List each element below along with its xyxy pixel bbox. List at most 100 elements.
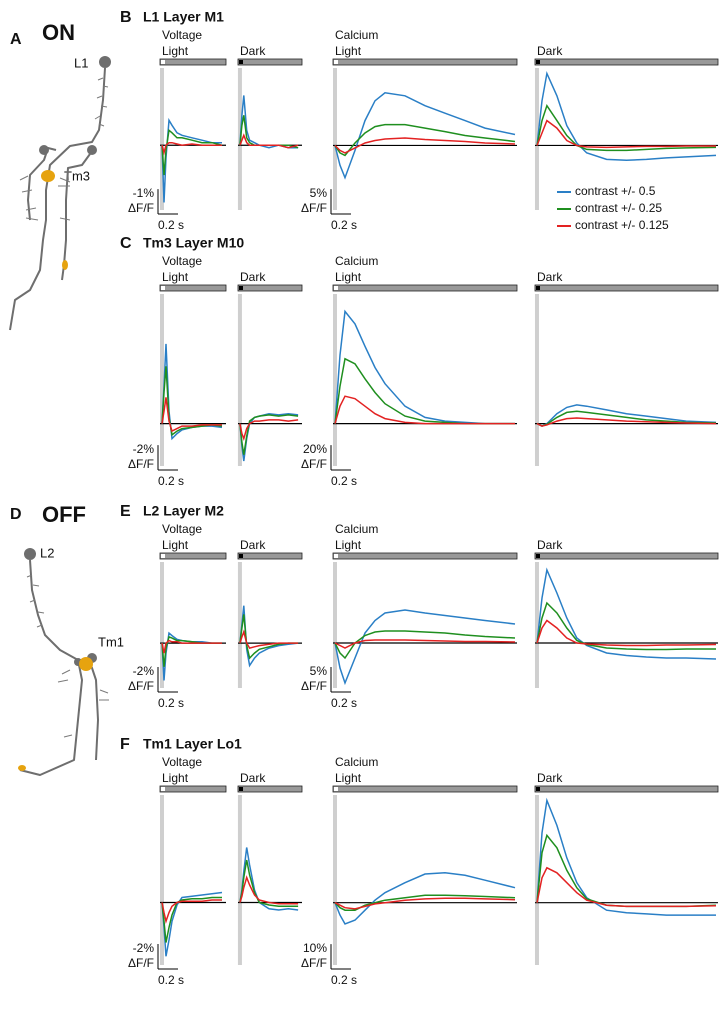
scale-label: 0.2 s bbox=[158, 474, 184, 488]
neuron-label: L2 bbox=[40, 545, 54, 560]
scale-unit: ΔF/F bbox=[301, 679, 327, 693]
stimulus-bar bbox=[237, 284, 303, 292]
stimulus-onset bbox=[161, 787, 165, 791]
stimulus-onset bbox=[334, 60, 338, 64]
trace bbox=[239, 859, 299, 908]
stimulus-bar bbox=[332, 58, 518, 66]
scale-label: 20% bbox=[303, 442, 327, 456]
scale-unit: ΔF/F bbox=[128, 201, 154, 215]
scale-label: 0.2 s bbox=[331, 474, 357, 488]
neuron-morphology bbox=[18, 548, 109, 776]
scale-label: 0.2 s bbox=[158, 696, 184, 710]
scale-unit: ΔF/F bbox=[301, 457, 327, 471]
stimulus-onset bbox=[334, 554, 338, 558]
stimulus-label: Dark bbox=[537, 538, 563, 552]
trace bbox=[536, 70, 717, 162]
stimulus-label: Light bbox=[162, 270, 189, 284]
stimulus-onset bbox=[536, 286, 540, 290]
neuron-label: Tm3 bbox=[64, 168, 90, 183]
group-label: Calcium bbox=[335, 254, 378, 268]
stimulus-bar bbox=[332, 284, 518, 292]
panel-title: Tm1 Layer Lo1 bbox=[143, 736, 242, 752]
scale-label: 0.2 s bbox=[331, 973, 357, 987]
trace bbox=[334, 123, 516, 157]
stimulus-bar bbox=[237, 785, 303, 793]
stimulus-onset bbox=[239, 286, 243, 290]
legend-label: contrast +/- 0.25 bbox=[575, 201, 662, 215]
panel-letter: A bbox=[10, 31, 22, 48]
panel-letter: B bbox=[120, 9, 132, 26]
scale-label: -1% bbox=[133, 186, 155, 200]
scale-unit: ΔF/F bbox=[128, 679, 154, 693]
scale-unit: ΔF/F bbox=[128, 457, 154, 471]
stimulus-onset bbox=[239, 787, 243, 791]
trace bbox=[239, 847, 299, 911]
stimulus-bar bbox=[534, 58, 719, 66]
legend-label: contrast +/- 0.5 bbox=[575, 184, 656, 198]
legend-label: contrast +/- 0.125 bbox=[575, 218, 669, 232]
neuron-morphology bbox=[9, 56, 111, 331]
panel-title: L2 Layer M2 bbox=[143, 503, 224, 519]
stimulus-onset bbox=[536, 787, 540, 791]
stimulus-onset bbox=[239, 60, 243, 64]
trace bbox=[239, 414, 299, 455]
group-label: Voltage bbox=[162, 522, 202, 536]
trace bbox=[239, 629, 299, 649]
stimulus-onset bbox=[161, 286, 165, 290]
panel-letter: C bbox=[120, 235, 132, 252]
trace bbox=[334, 609, 516, 686]
trace bbox=[161, 117, 222, 203]
stimulus-bar bbox=[237, 58, 303, 66]
stimulus-label: Dark bbox=[537, 44, 563, 58]
trace bbox=[536, 797, 716, 916]
scale-label: -2% bbox=[133, 442, 155, 456]
stimulus-label: Light bbox=[335, 270, 362, 284]
stimulus-label: Light bbox=[335, 538, 362, 552]
trace bbox=[334, 92, 516, 180]
stimulus-bar bbox=[534, 284, 719, 292]
stimulus-label: Light bbox=[162, 771, 189, 785]
stimulus-onset bbox=[161, 554, 165, 558]
stimulus-bar bbox=[534, 785, 719, 793]
stimulus-onset bbox=[334, 286, 338, 290]
stimulus-label: Dark bbox=[240, 270, 266, 284]
trace bbox=[161, 397, 222, 433]
trace bbox=[334, 872, 516, 925]
neuron-label: Tm1 bbox=[98, 634, 124, 649]
panel-title: L1 Layer M1 bbox=[143, 9, 224, 25]
group-label: Calcium bbox=[335, 522, 378, 536]
scale-label: -2% bbox=[133, 664, 155, 678]
scale-label: 0.2 s bbox=[331, 696, 357, 710]
trace bbox=[536, 567, 717, 660]
trace bbox=[161, 896, 222, 943]
scale-unit: ΔF/F bbox=[301, 201, 327, 215]
trace bbox=[239, 115, 299, 149]
stimulus-bar bbox=[159, 552, 227, 560]
trace bbox=[239, 875, 299, 905]
scale-label: 5% bbox=[310, 664, 328, 678]
panel-title: ON bbox=[42, 20, 75, 45]
stimulus-onset bbox=[536, 554, 540, 558]
trace bbox=[239, 133, 299, 149]
trace bbox=[161, 366, 223, 437]
trace bbox=[334, 395, 515, 425]
trace bbox=[334, 630, 516, 660]
stimulus-label: Light bbox=[335, 44, 362, 58]
stimulus-onset bbox=[536, 60, 540, 64]
scale-label: -2% bbox=[133, 941, 155, 955]
stimulus-label: Dark bbox=[537, 270, 563, 284]
stimulus-bar bbox=[159, 785, 227, 793]
stimulus-label: Dark bbox=[240, 771, 266, 785]
scale-unit: ΔF/F bbox=[128, 956, 154, 970]
scale-unit: ΔF/F bbox=[301, 956, 327, 970]
trace bbox=[161, 631, 222, 681]
neuron-label: L1 bbox=[74, 55, 88, 70]
stimulus-label: Dark bbox=[240, 538, 266, 552]
trace bbox=[334, 357, 515, 425]
trace bbox=[536, 417, 717, 427]
trace bbox=[161, 639, 222, 654]
trace bbox=[161, 141, 222, 156]
trace bbox=[239, 614, 299, 660]
group-label: Voltage bbox=[162, 254, 202, 268]
stimulus-label: Light bbox=[162, 538, 189, 552]
